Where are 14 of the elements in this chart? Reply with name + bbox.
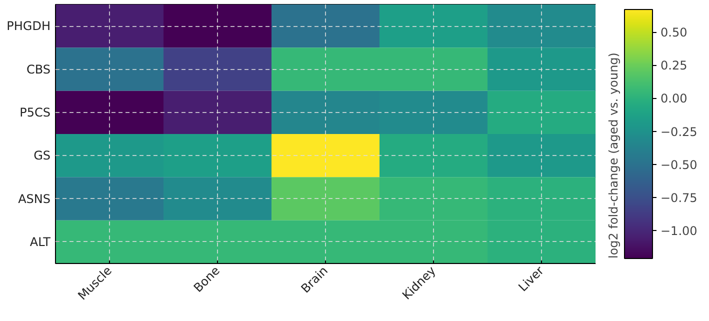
- y-tick-label: CBS: [26, 62, 51, 76]
- y-tick-label: P5CS: [20, 105, 51, 120]
- color-bar-label: −0.50: [660, 158, 698, 172]
- color-bar-label: 0.00: [660, 92, 688, 106]
- color-bar-title: log2 fold-change (aged vs. young): [606, 52, 620, 258]
- color-bar-label: −0.25: [660, 124, 698, 139]
- color-bar-label: −1.00: [660, 224, 698, 238]
- y-tick-label: PHGDH: [6, 19, 51, 34]
- color-bar-label: −0.75: [660, 191, 698, 206]
- y-tick-label: ASNS: [18, 192, 50, 206]
- y-tick-label: ALT: [30, 234, 52, 249]
- color-bar-label: 0.25: [660, 58, 688, 73]
- color-bar-label: 0.50: [660, 26, 688, 40]
- y-tick-label: GS: [34, 148, 51, 163]
